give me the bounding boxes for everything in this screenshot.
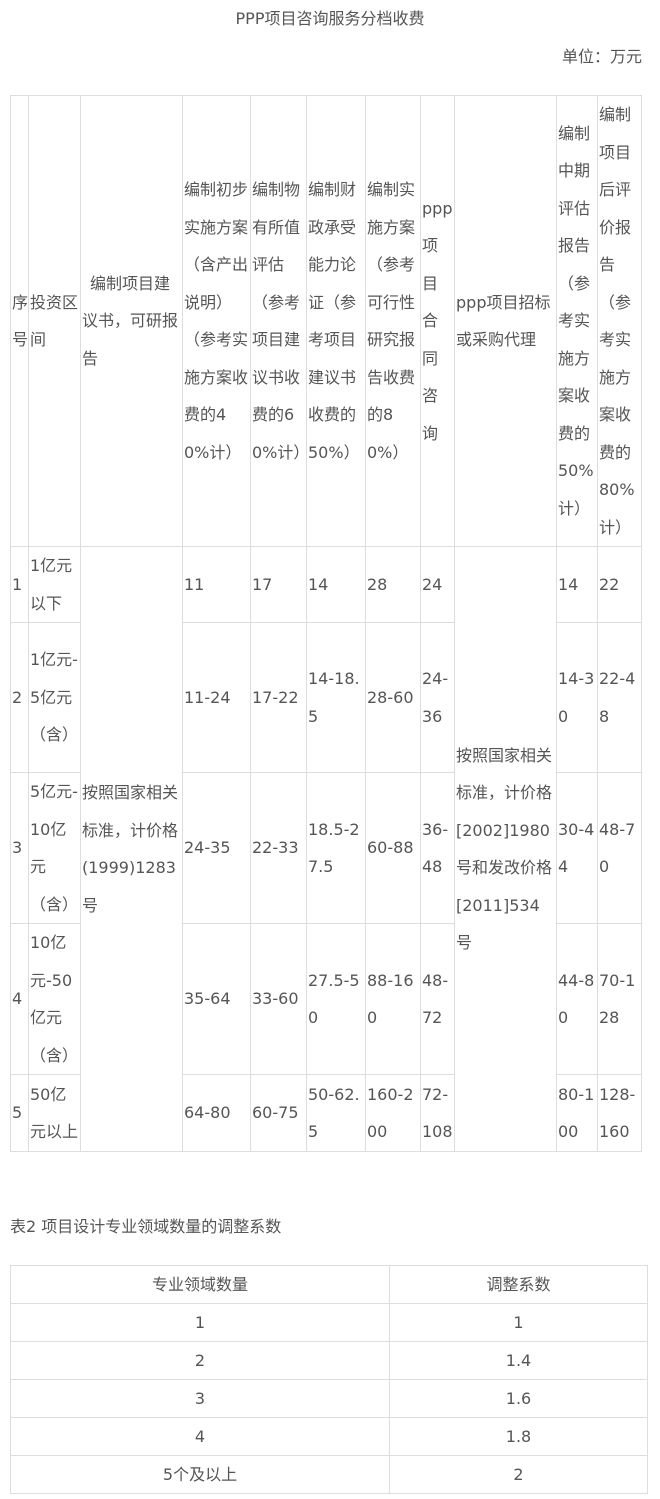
header-cell: ppp项目合同咨询 — [420, 95, 455, 547]
cell-range: 10亿元-50亿元（含） — [28, 923, 81, 1075]
cell: 14-18.5 — [306, 622, 366, 773]
cell: 22-48 — [597, 622, 642, 773]
cell: 24-35 — [182, 772, 251, 924]
header-cell: 编制财政承受能力论证（参考项目建议书收费的50%） — [306, 95, 366, 547]
cell-no: 2 — [10, 622, 29, 773]
cell: 60-75 — [250, 1074, 307, 1152]
header-cell: 序号 — [10, 95, 29, 547]
table2-caption: 表2 项目设计专业领域数量的调整系数 — [10, 1217, 282, 1236]
cell: 72-108 — [420, 1074, 455, 1152]
cell: 28-60 — [365, 622, 421, 773]
cell: 24 — [420, 546, 455, 623]
cell: 33-60 — [250, 923, 307, 1075]
table-row: 5 50亿元以上 64-80 60-75 50-62.5 160-200 72-… — [10, 1074, 642, 1152]
cell: 1.6 — [389, 1379, 648, 1418]
cell: 17-22 — [250, 622, 307, 773]
header-row: 专业领域数量 调整系数 — [10, 1265, 648, 1304]
cell: 60-88 — [365, 772, 421, 924]
cell: 1.8 — [389, 1417, 648, 1456]
cell: 14 — [306, 546, 366, 623]
header-row: 序号 投资区间 编制项目建议书，可研报告 编制初步实施方案（含产出说明）（参考实… — [10, 95, 642, 547]
cell-no: 1 — [10, 546, 29, 623]
cell: 1 — [389, 1303, 648, 1342]
table-row: 1 1亿元以下 按照国家相关标准，计价格(1999)1283号 11 17 14… — [10, 546, 642, 1152]
merged-procurement-cell: 按照国家相关标准，计价格[2002]1980号和发改价格[2011]534号 — [454, 546, 557, 1152]
cell: 160-200 — [365, 1074, 421, 1152]
cell: 44-80 — [556, 923, 598, 1075]
cell: 88-160 — [365, 923, 421, 1075]
table-row: 3 5亿元-10亿元（含） 24-35 22-33 18.5-27.5 60-8… — [10, 772, 642, 924]
cell: 30-44 — [556, 772, 598, 924]
header-cell: 编制物有所值评估（参考项目建议书收费的60%计） — [250, 95, 309, 547]
header-cell: 编制项目后评价报告（参考实施方案收费的80%计） — [597, 95, 642, 547]
cell: 3 — [10, 1379, 390, 1418]
cell-range: 50亿元以上 — [28, 1074, 81, 1152]
cell-no: 5 — [10, 1074, 29, 1152]
table-row: 4 10亿元-50亿元（含） 35-64 33-60 27.5-50 88-16… — [10, 923, 642, 1075]
cell: 28 — [365, 546, 421, 623]
header-cell: 编制中期评估报告（参考实施方案收费的50%计） — [556, 95, 598, 547]
table-row: 2 1亿元-5亿元（含） 11-24 17-22 14-18.5 28-60 2… — [10, 622, 642, 773]
page-title: PPP项目咨询服务分档收费 — [235, 9, 425, 28]
table-row: 3 1.6 — [10, 1379, 648, 1418]
cell-range: 1亿元以下 — [28, 546, 81, 623]
cell: 80-100 — [556, 1074, 598, 1152]
cell: 4 — [10, 1417, 390, 1456]
cell: 11-24 — [182, 622, 251, 773]
header-cell: ppp项目招标或采购代理 — [454, 95, 557, 547]
cell: 17 — [250, 546, 307, 623]
table-row: 5个及以上 2 — [10, 1455, 648, 1494]
fee-table: 序号 投资区间 编制项目建议书，可研报告 编制初步实施方案（含产出说明）（参考实… — [10, 95, 642, 1152]
cell: 11 — [182, 546, 251, 623]
header-cell: 调整系数 — [389, 1265, 648, 1304]
cell: 14 — [556, 546, 598, 623]
cell: 128-160 — [597, 1074, 642, 1152]
cell: 27.5-50 — [306, 923, 366, 1075]
table-row: 2 1.4 — [10, 1341, 648, 1380]
cell: 2 — [389, 1455, 648, 1494]
table-row: 4 1.8 — [10, 1417, 648, 1456]
cell: 50-62.5 — [306, 1074, 366, 1152]
merged-standard-cell: 按照国家相关标准，计价格(1999)1283号 — [80, 546, 183, 1152]
cell: 70-128 — [597, 923, 642, 1075]
header-cell: 编制实施方案（参考可行性研究报告收费的80%） — [365, 95, 421, 547]
cell-no: 4 — [10, 923, 29, 1075]
cell-no: 3 — [10, 772, 29, 924]
cell: 64-80 — [182, 1074, 251, 1152]
cell: 22-33 — [250, 772, 307, 924]
unit-label: 单位：万元 — [561, 47, 642, 66]
header-cell: 编制项目建议书，可研报告 — [80, 95, 183, 547]
cell-range: 1亿元-5亿元（含） — [28, 622, 81, 773]
header-cell: 投资区间 — [28, 95, 81, 547]
cell: 14-30 — [556, 622, 598, 773]
header-cell: 专业领域数量 — [10, 1265, 390, 1304]
cell: 48-70 — [597, 772, 642, 924]
cell: 24-36 — [420, 622, 455, 773]
cell: 48-72 — [420, 923, 455, 1075]
cell-range: 5亿元-10亿元（含） — [28, 772, 81, 924]
cell: 5个及以上 — [10, 1455, 390, 1494]
cell: 36-48 — [420, 772, 455, 924]
cell: 22 — [597, 546, 642, 623]
cell: 2 — [10, 1341, 390, 1380]
header-cell: 编制初步实施方案（含产出说明）（参考实施方案收费的40%计） — [182, 95, 251, 547]
cell: 1 — [10, 1303, 390, 1342]
cell: 1.4 — [389, 1341, 648, 1380]
cell: 35-64 — [182, 923, 251, 1075]
cell: 18.5-27.5 — [306, 772, 366, 924]
